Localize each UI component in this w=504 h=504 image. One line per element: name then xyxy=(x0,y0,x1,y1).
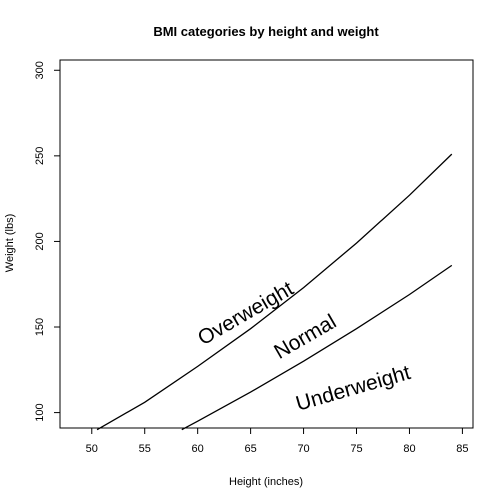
x-tick-label: 80 xyxy=(403,443,415,455)
x-axis-label: Height (inches) xyxy=(229,476,303,488)
y-tick-label: 250 xyxy=(34,147,46,165)
x-tick-label: 65 xyxy=(244,443,256,455)
region-label-normal: Normal xyxy=(270,310,340,364)
x-tick-label: 85 xyxy=(456,443,468,455)
plot-frame xyxy=(59,59,474,429)
x-tick-label: 70 xyxy=(297,443,309,455)
y-tick-label: 150 xyxy=(34,318,46,336)
chart-title: BMI categories by height and weight xyxy=(153,24,379,39)
y-tick-label: 100 xyxy=(34,403,46,421)
x-tick-label: 60 xyxy=(192,443,204,455)
bmi-boundary-line-1 xyxy=(96,153,453,431)
y-axis-label: Weight (lbs) xyxy=(4,214,16,272)
series-layer xyxy=(96,153,453,431)
y-tick-label: 300 xyxy=(34,61,46,79)
x-axis: 50 55 60 65 70 75 80 85 xyxy=(86,427,469,455)
bmi-boundary-line-2 xyxy=(181,264,453,431)
y-tick-label: 200 xyxy=(34,232,46,250)
x-tick-label: 50 xyxy=(86,443,98,455)
x-tick-label: 55 xyxy=(139,443,151,455)
region-label-underweight: Underweight xyxy=(293,361,413,416)
y-axis: 100 150 200 250 300 xyxy=(34,61,61,422)
x-tick-label: 75 xyxy=(350,443,362,455)
